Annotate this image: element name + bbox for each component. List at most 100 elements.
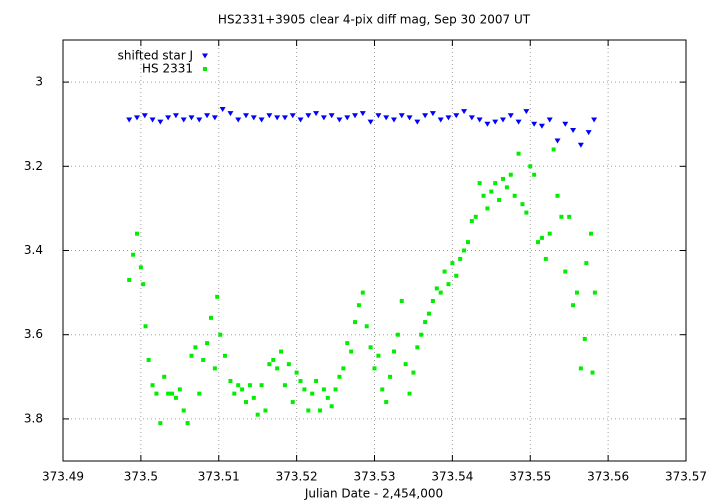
point: [131, 252, 136, 257]
point: [499, 117, 506, 123]
plot-border: [62, 39, 687, 462]
point: [497, 197, 502, 202]
point: [461, 109, 468, 115]
point: [344, 115, 351, 121]
point: [158, 421, 163, 426]
point: [212, 366, 217, 371]
point: [228, 379, 233, 384]
point: [588, 231, 593, 236]
point: [166, 391, 171, 396]
x-tick-label: 373.49: [42, 470, 84, 484]
point: [538, 123, 545, 129]
point: [317, 408, 322, 413]
point: [146, 357, 151, 362]
x-tick-label: 373.57: [665, 470, 707, 484]
point: [302, 387, 307, 392]
point: [524, 210, 529, 215]
point: [398, 113, 405, 119]
point: [434, 286, 439, 291]
y-tick-label: 3.8: [24, 411, 43, 425]
point: [314, 379, 319, 384]
point: [469, 219, 474, 224]
point: [539, 235, 544, 240]
point: [422, 113, 429, 119]
y-tick-label: 3.4: [24, 243, 43, 257]
point: [165, 115, 172, 121]
point: [458, 256, 463, 261]
point: [333, 387, 338, 392]
point: [508, 172, 513, 177]
point: [367, 119, 374, 125]
point: [578, 366, 583, 371]
point: [266, 113, 273, 119]
point: [337, 374, 342, 379]
x-tick-label: 373.55: [509, 470, 551, 484]
point: [240, 387, 245, 392]
point: [407, 391, 412, 396]
point: [247, 383, 252, 388]
x-tick-label: 373.5: [124, 470, 158, 484]
legend-label: shifted star J: [118, 49, 193, 63]
point: [415, 345, 420, 350]
point: [504, 185, 509, 190]
point: [281, 115, 288, 121]
point: [559, 214, 564, 219]
point: [520, 202, 525, 207]
point: [395, 332, 400, 337]
point: [251, 395, 256, 400]
point: [297, 117, 304, 123]
point: [481, 193, 486, 198]
point: [489, 189, 494, 194]
point: [570, 128, 577, 134]
point: [427, 311, 432, 316]
point: [528, 164, 533, 169]
point: [574, 290, 579, 295]
y-tick-label: 3: [35, 75, 43, 89]
point: [349, 349, 354, 354]
point: [388, 374, 393, 379]
point: [523, 109, 530, 115]
x-tick-label: 373.56: [587, 470, 629, 484]
y-tick-label: 3.6: [24, 327, 43, 341]
point: [429, 111, 436, 117]
point: [222, 353, 227, 358]
point: [235, 117, 242, 123]
point: [328, 113, 335, 119]
point: [336, 117, 343, 123]
point: [375, 113, 382, 119]
point: [181, 408, 186, 413]
point: [592, 290, 597, 295]
point: [133, 115, 140, 121]
point: [345, 341, 350, 346]
point: [445, 115, 452, 121]
point: [500, 176, 505, 181]
point: [563, 269, 568, 274]
point: [255, 412, 260, 417]
y-tick-label: 3.2: [24, 159, 43, 173]
point: [414, 119, 421, 125]
point: [162, 374, 167, 379]
point: [516, 151, 521, 156]
point: [399, 299, 404, 304]
point: [177, 387, 182, 392]
point: [453, 113, 460, 119]
point: [244, 400, 249, 405]
point: [512, 193, 517, 198]
point: [180, 117, 187, 123]
point: [438, 290, 443, 295]
point: [571, 303, 576, 308]
point: [290, 400, 295, 405]
point: [329, 404, 334, 409]
x-axis-label: Julian Date - 2,454,000: [304, 487, 443, 501]
point: [423, 320, 428, 325]
point: [450, 261, 455, 266]
point: [138, 265, 143, 270]
point: [294, 370, 299, 375]
point: [134, 231, 139, 236]
point: [484, 121, 491, 127]
point: [507, 113, 514, 119]
point: [208, 315, 213, 320]
point: [274, 115, 281, 121]
point: [306, 408, 311, 413]
point: [390, 117, 397, 123]
